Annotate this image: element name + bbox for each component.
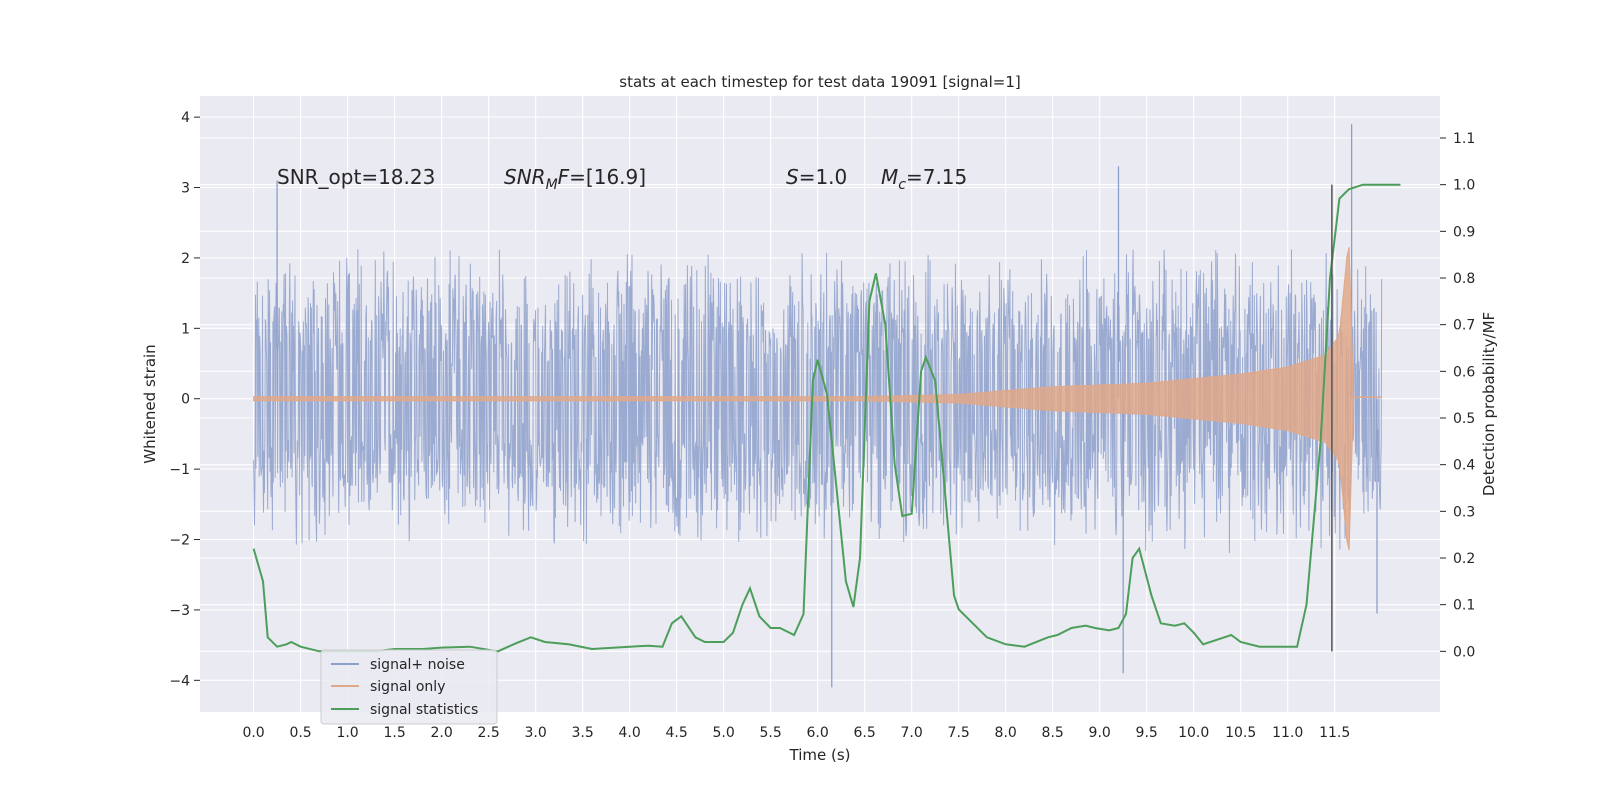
x-tick-label: 6.0 bbox=[807, 725, 829, 741]
legend-label-signal-noise: signal+ noise bbox=[370, 657, 465, 673]
series-noise-line bbox=[253, 249, 1383, 554]
legend-label-signal-only: signal only bbox=[370, 679, 445, 695]
annotation-mc-sub: c bbox=[898, 177, 906, 193]
y-tick-label: 4 bbox=[181, 110, 190, 126]
x-tick-label: 1.0 bbox=[336, 725, 358, 741]
series-signal-statistics bbox=[252, 183, 1401, 653]
y-tick-label: −3 bbox=[169, 603, 190, 619]
annotation-s: S=1.0 bbox=[786, 165, 847, 189]
x-tick-label: 9.5 bbox=[1136, 725, 1158, 741]
x-tick-label: 6.5 bbox=[854, 725, 876, 741]
signal-statistics-line bbox=[252, 183, 1401, 653]
annotation-snr-mf-sub: M bbox=[546, 177, 558, 193]
y-tick-label: 0 bbox=[181, 392, 190, 408]
y-tick-label: −4 bbox=[169, 673, 190, 689]
x-axis-label: Time (s) bbox=[789, 746, 851, 764]
x-tick-label: 5.5 bbox=[760, 725, 782, 741]
x-axis-ticks: 0.0 0.5 1.0 1.5 2.0 2.5 3.0 3.5 4.0 4.5 5.0 5.5 6.0 6… bbox=[242, 725, 1350, 741]
y-tick-label: 2 bbox=[181, 251, 190, 267]
y-tick-label: −1 bbox=[169, 462, 190, 478]
x-tick-label: 0.5 bbox=[289, 725, 311, 741]
y2-tick-label: 0.0 bbox=[1453, 644, 1475, 660]
x-tick-label: 10.5 bbox=[1225, 725, 1256, 741]
annotation-mc: Mc=7.15 bbox=[881, 165, 967, 193]
y2-axis-label: Detection probability/MF bbox=[1480, 312, 1498, 496]
y2-tick-label: 0.5 bbox=[1453, 411, 1475, 427]
x-tick-label: 2.5 bbox=[477, 725, 499, 741]
y2-tick-label: 0.2 bbox=[1453, 551, 1475, 567]
y-axis-label: Whitened strain bbox=[141, 344, 159, 463]
x-tick-label: 7.5 bbox=[948, 725, 970, 741]
x-tick-label: 5.0 bbox=[713, 725, 735, 741]
signal-only-envelope bbox=[253, 247, 1355, 551]
annotation-mc-main: M bbox=[881, 165, 898, 189]
legend-label-signal-statistics: signal statistics bbox=[370, 702, 478, 718]
y-tick-label: 1 bbox=[181, 321, 190, 337]
x-tick-label: 8.0 bbox=[995, 725, 1017, 741]
annotation-s-value: =1.0 bbox=[799, 165, 848, 189]
x-tick-label: 7.0 bbox=[901, 725, 923, 741]
y2-tick-label: 0.1 bbox=[1453, 598, 1475, 614]
annotation-snr-mf: SNRMF=[16.9] bbox=[504, 165, 646, 193]
x-tick-label: 4.0 bbox=[618, 725, 640, 741]
chart-title: stats at each timestep for test data 190… bbox=[619, 73, 1020, 91]
annotation-snr-mf-rest: F bbox=[558, 165, 570, 189]
x-tick-label: 11.5 bbox=[1319, 725, 1350, 741]
y2-tick-label: 1.1 bbox=[1453, 131, 1475, 147]
y2-tick-label: 0.3 bbox=[1453, 504, 1475, 520]
x-tick-label: 8.5 bbox=[1042, 725, 1064, 741]
x-tick-label: 1.5 bbox=[383, 725, 405, 741]
x-tick-label: 9.0 bbox=[1089, 725, 1111, 741]
annotation-s-symbol: S bbox=[786, 165, 799, 189]
y2-tick-label: 0.9 bbox=[1453, 224, 1475, 240]
y2-axis-ticks: 0.0 0.1 0.2 0.3 0.4 0.5 0.6 0.7 0.8 0.9 1.0 1.1 bbox=[1440, 131, 1475, 660]
y2-tick-label: 0.8 bbox=[1453, 271, 1475, 287]
x-tick-label: 11.0 bbox=[1272, 725, 1303, 741]
annotation-snr-mf-value: =[16.9] bbox=[569, 165, 646, 189]
y2-tick-label: 0.4 bbox=[1453, 458, 1475, 474]
x-tick-label: 0.0 bbox=[242, 725, 264, 741]
y2-tick-label: 0.7 bbox=[1453, 318, 1475, 334]
annotation-mc-value: =7.15 bbox=[906, 165, 967, 189]
x-tick-label: 10.0 bbox=[1178, 725, 1209, 741]
legend-box bbox=[320, 649, 498, 725]
y2-tick-label: 0.6 bbox=[1453, 364, 1475, 380]
annotation-snr-mf-main: SNR bbox=[504, 165, 546, 189]
annotation-snr-opt: SNR_opt=18.23 bbox=[277, 165, 435, 189]
y-tick-label: −2 bbox=[169, 533, 190, 549]
series-signal-only bbox=[253, 247, 1382, 551]
x-tick-label: 2.0 bbox=[430, 725, 452, 741]
y2-tick-label: 1.0 bbox=[1453, 178, 1475, 194]
y-axis-ticks: −4 −3 −2 −1 0 1 2 3 4 bbox=[169, 110, 200, 689]
x-tick-label: 3.5 bbox=[571, 725, 593, 741]
x-tick-label: 3.0 bbox=[524, 725, 546, 741]
y-tick-label: 3 bbox=[181, 181, 190, 197]
legend: signal+ noise signal only signal statist… bbox=[320, 649, 498, 725]
x-tick-label: 4.5 bbox=[666, 725, 688, 741]
